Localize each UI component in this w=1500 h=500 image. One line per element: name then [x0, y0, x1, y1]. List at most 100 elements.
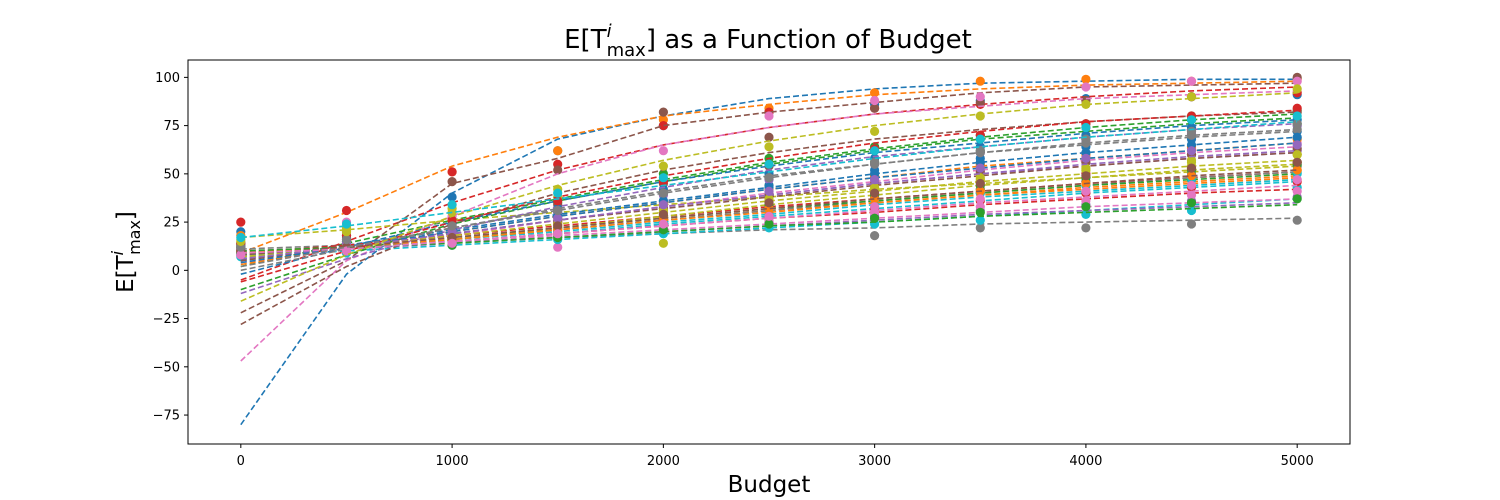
data-point [447, 177, 457, 187]
y-tick-label: 75 [163, 119, 180, 134]
data-point [975, 163, 985, 173]
data-point [236, 232, 246, 243]
data-point [1186, 115, 1197, 125]
data-point [1081, 134, 1091, 144]
data-point [658, 107, 669, 117]
data-point [1292, 84, 1302, 94]
data-point [1292, 103, 1302, 113]
data-point [1292, 194, 1302, 204]
data-point [658, 209, 669, 219]
x-axis-label: Budget [728, 472, 811, 498]
data-point [764, 198, 774, 208]
series-20-fit-line [240, 119, 1298, 275]
data-point [975, 215, 985, 225]
data-point [658, 121, 669, 131]
data-point [764, 211, 774, 221]
data-point [870, 175, 880, 185]
data-point [870, 157, 880, 167]
series-33-fit-line [240, 109, 1298, 283]
data-point [1292, 150, 1302, 160]
data-point [870, 146, 880, 156]
data-point [975, 207, 985, 217]
data-point [1081, 99, 1091, 109]
data-point [1292, 175, 1302, 185]
data-point [553, 165, 563, 175]
data-point [1186, 126, 1197, 136]
data-point [1081, 122, 1091, 133]
data-point [1081, 82, 1091, 92]
data-point [1186, 163, 1197, 173]
series-6-fit-line [240, 90, 1298, 362]
data-point [975, 146, 985, 156]
series-35-fit-line [240, 169, 1298, 256]
chart-title-sub: max [607, 40, 647, 61]
data-point [341, 219, 352, 229]
data-point [1292, 157, 1302, 167]
data-point [764, 219, 774, 229]
plot-frame [187, 59, 1351, 445]
data-point [764, 159, 774, 169]
y-axis-label: E[Timax] [108, 211, 144, 293]
data-point [1292, 76, 1302, 86]
y-tick-label: −75 [153, 409, 180, 424]
data-point [1081, 163, 1091, 173]
data-point [658, 200, 669, 210]
y-tick-label: −50 [153, 360, 180, 375]
x-tick-label: 0 [237, 454, 245, 469]
series-38 [236, 84, 1302, 302]
data-point [1186, 198, 1197, 208]
data-point [764, 186, 774, 196]
data-point [870, 202, 880, 212]
data-point [1081, 171, 1091, 181]
y-tick-label: 100 [155, 71, 180, 86]
series-9-fit-line [240, 198, 1298, 258]
data-point [1081, 153, 1091, 163]
series-0-fit-line [240, 78, 1298, 426]
series-36-fit-line [240, 184, 1298, 254]
data-point [1186, 180, 1197, 190]
x-tick-label: 3000 [858, 454, 891, 469]
series-2-fit-line [240, 113, 1298, 268]
data-point [975, 194, 985, 204]
y-axis-label-pre: E[T [113, 254, 139, 293]
data-point [553, 146, 563, 156]
data-point [658, 188, 669, 198]
data-point [447, 200, 457, 210]
data-point [447, 167, 457, 177]
series-35 [236, 157, 1302, 256]
data-point [1186, 155, 1197, 165]
data-point [553, 188, 563, 198]
data-point [1081, 223, 1091, 233]
chart-title-pre: E[T [564, 25, 607, 55]
series-39 [236, 111, 1302, 243]
y-tick-label: 0 [172, 264, 180, 279]
data-point [764, 132, 774, 142]
data-point [1081, 202, 1091, 212]
data-point [553, 221, 563, 231]
series-5-fit-line [240, 82, 1298, 314]
data-point [658, 173, 669, 183]
y-axis-label-post: ] [113, 211, 139, 220]
y-axis-label-sub: max [125, 220, 144, 255]
data-point [341, 227, 352, 237]
series-31-fit-line [240, 176, 1298, 254]
data-point [1292, 186, 1302, 196]
data-point [658, 161, 669, 171]
data-point [341, 234, 352, 245]
data-point [870, 95, 880, 106]
data-point [1186, 92, 1197, 102]
series-39-fit-line [240, 120, 1298, 239]
data-point [447, 238, 457, 248]
data-point [1186, 76, 1197, 86]
data-point [975, 223, 985, 233]
data-point [975, 178, 985, 189]
data-point [341, 205, 352, 216]
data-point [975, 76, 985, 86]
y-axis-label-sup: i [108, 250, 127, 255]
plot-layer [236, 72, 1302, 426]
data-point [236, 250, 246, 260]
data-point [764, 111, 774, 121]
data-point [1292, 215, 1302, 225]
